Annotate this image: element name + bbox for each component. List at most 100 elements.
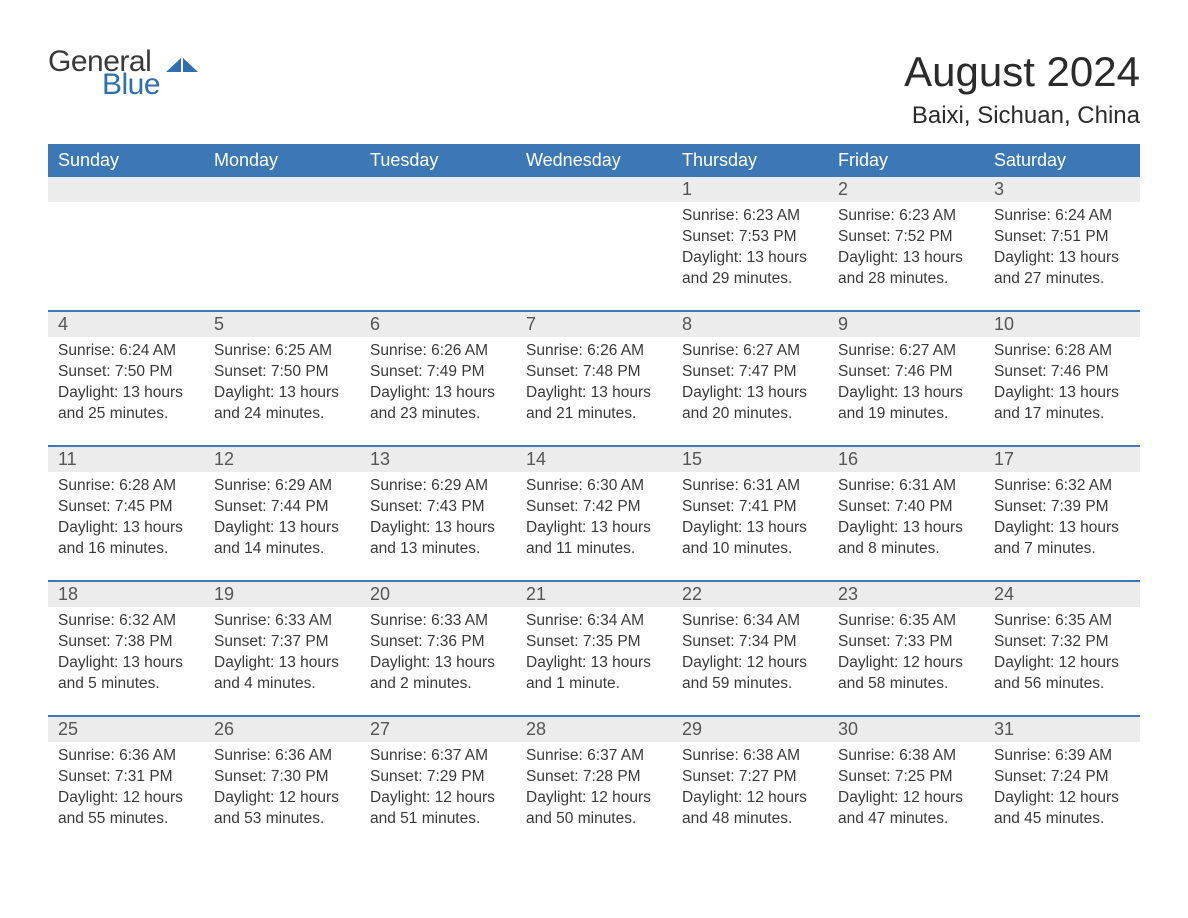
daylight-text: Daylight: 13 hours and 11 minutes.	[526, 518, 662, 560]
day-details: Sunrise: 6:27 AMSunset: 7:46 PMDaylight:…	[828, 337, 984, 445]
daylight-text: Daylight: 13 hours and 14 minutes.	[214, 518, 350, 560]
day-details: Sunrise: 6:37 AMSunset: 7:28 PMDaylight:…	[516, 742, 672, 850]
daylight-text: Daylight: 12 hours and 55 minutes.	[58, 788, 194, 830]
detail-row: Sunrise: 6:23 AMSunset: 7:53 PMDaylight:…	[48, 202, 1140, 310]
daylight-text: Daylight: 13 hours and 4 minutes.	[214, 653, 350, 695]
sunset-text: Sunset: 7:42 PM	[526, 497, 662, 518]
day-details: Sunrise: 6:27 AMSunset: 7:47 PMDaylight:…	[672, 337, 828, 445]
sunrise-text: Sunrise: 6:36 AM	[214, 746, 350, 767]
sunrise-text: Sunrise: 6:38 AM	[838, 746, 974, 767]
day-details: Sunrise: 6:34 AMSunset: 7:35 PMDaylight:…	[516, 607, 672, 715]
sunset-text: Sunset: 7:47 PM	[682, 362, 818, 383]
sunset-text: Sunset: 7:38 PM	[58, 632, 194, 653]
daynum-row: 18192021222324	[48, 580, 1140, 607]
daylight-text: Daylight: 13 hours and 19 minutes.	[838, 383, 974, 425]
sunrise-text: Sunrise: 6:25 AM	[214, 341, 350, 362]
day-number: 7	[516, 312, 672, 337]
day-header-cell: Friday	[828, 144, 984, 177]
day-number: 11	[48, 447, 204, 472]
day-number: 24	[984, 582, 1140, 607]
daylight-text: Daylight: 13 hours and 7 minutes.	[994, 518, 1130, 560]
sunset-text: Sunset: 7:44 PM	[214, 497, 350, 518]
daylight-text: Daylight: 13 hours and 23 minutes.	[370, 383, 506, 425]
daynum-row: 123	[48, 177, 1140, 202]
day-header-cell: Monday	[204, 144, 360, 177]
day-details: Sunrise: 6:32 AMSunset: 7:38 PMDaylight:…	[48, 607, 204, 715]
sunset-text: Sunset: 7:37 PM	[214, 632, 350, 653]
day-number	[360, 177, 516, 202]
sunset-text: Sunset: 7:49 PM	[370, 362, 506, 383]
sunset-text: Sunset: 7:28 PM	[526, 767, 662, 788]
detail-row: Sunrise: 6:28 AMSunset: 7:45 PMDaylight:…	[48, 472, 1140, 580]
day-number: 16	[828, 447, 984, 472]
daylight-text: Daylight: 13 hours and 29 minutes.	[682, 248, 818, 290]
sunset-text: Sunset: 7:41 PM	[682, 497, 818, 518]
sunrise-text: Sunrise: 6:34 AM	[682, 611, 818, 632]
sunrise-text: Sunrise: 6:32 AM	[58, 611, 194, 632]
sunset-text: Sunset: 7:39 PM	[994, 497, 1130, 518]
header: General Blue August 2024 Baixi, Sichuan,…	[48, 48, 1140, 130]
day-details: Sunrise: 6:28 AMSunset: 7:46 PMDaylight:…	[984, 337, 1140, 445]
detail-row: Sunrise: 6:24 AMSunset: 7:50 PMDaylight:…	[48, 337, 1140, 445]
logo-flag-icon	[166, 54, 200, 81]
sunrise-text: Sunrise: 6:37 AM	[370, 746, 506, 767]
day-details: Sunrise: 6:33 AMSunset: 7:36 PMDaylight:…	[360, 607, 516, 715]
sunset-text: Sunset: 7:50 PM	[214, 362, 350, 383]
day-details: Sunrise: 6:33 AMSunset: 7:37 PMDaylight:…	[204, 607, 360, 715]
detail-row: Sunrise: 6:32 AMSunset: 7:38 PM Daylight:…	[48, 607, 1140, 715]
sunset-text: Sunset: 7:46 PM	[838, 362, 974, 383]
day-details	[204, 202, 360, 310]
day-number: 12	[204, 447, 360, 472]
sunrise-text: Sunrise: 6:31 AM	[682, 476, 818, 497]
sunset-text: Sunset: 7:43 PM	[370, 497, 506, 518]
daylight-text: Daylight: 13 hours and 13 minutes.	[370, 518, 506, 560]
daylight-text: Daylight: 12 hours and 48 minutes.	[682, 788, 818, 830]
day-details: Sunrise: 6:35 AMSunset: 7:32 PMDaylight:…	[984, 607, 1140, 715]
sunrise-text: Sunrise: 6:30 AM	[526, 476, 662, 497]
detail-row: Sunrise: 6:36 AMSunset: 7:31 PMDaylight:…	[48, 742, 1140, 850]
day-number: 2	[828, 177, 984, 202]
day-number: 22	[672, 582, 828, 607]
sunrise-text: Sunrise: 6:24 AM	[994, 206, 1130, 227]
day-details: Sunrise: 6:26 AMSunset: 7:49 PMDaylight:…	[360, 337, 516, 445]
day-header-cell: Sunday	[48, 144, 204, 177]
sunrise-text: Sunrise: 6:26 AM	[526, 341, 662, 362]
sunrise-text: Sunrise: 6:29 AM	[214, 476, 350, 497]
day-details: Sunrise: 6:28 AMSunset: 7:45 PMDaylight:…	[48, 472, 204, 580]
day-details: Sunrise: 6:36 AMSunset: 7:31 PMDaylight:…	[48, 742, 204, 850]
day-details: Sunrise: 6:26 AMSunset: 7:48 PMDaylight:…	[516, 337, 672, 445]
day-number: 20	[360, 582, 516, 607]
sunrise-text: Sunrise: 6:27 AM	[682, 341, 818, 362]
day-number: 19	[204, 582, 360, 607]
day-number: 18	[48, 582, 204, 607]
day-details: Sunrise: 6:38 AMSunset: 7:25 PMDaylight:…	[828, 742, 984, 850]
day-number: 6	[360, 312, 516, 337]
daylight-text: Daylight: 12 hours and 50 minutes.	[526, 788, 662, 830]
sunrise-text: Sunrise: 6:26 AM	[370, 341, 506, 362]
daylight-text: Daylight: 13 hours and 27 minutes.	[994, 248, 1130, 290]
daylight-text: Daylight: 13 hours and 8 minutes.	[838, 518, 974, 560]
sunset-text: Sunset: 7:32 PM	[994, 632, 1130, 653]
daylight-text: Daylight: 12 hours and 53 minutes.	[214, 788, 350, 830]
day-details: Sunrise: 6:23 AMSunset: 7:52 PMDaylight:…	[828, 202, 984, 310]
day-number: 17	[984, 447, 1140, 472]
sunrise-text: Sunrise: 6:24 AM	[58, 341, 194, 362]
daylight-text: Daylight: 12 hours and 51 minutes.	[370, 788, 506, 830]
sunset-text: Sunset: 7:50 PM	[58, 362, 194, 383]
day-number: 8	[672, 312, 828, 337]
sunset-text: Sunset: 7:30 PM	[214, 767, 350, 788]
day-header-row: SundayMondayTuesdayWednesdayThursdayFrid…	[48, 144, 1140, 177]
day-details	[516, 202, 672, 310]
daylight-text: Daylight: 13 hours and 2 minutes.	[370, 653, 506, 695]
day-details: Sunrise: 6:35 AMSunset: 7:33 PMDaylight:…	[828, 607, 984, 715]
day-details: Sunrise: 6:24 AMSunset: 7:50 PMDaylight:…	[48, 337, 204, 445]
logo: General Blue	[48, 48, 200, 99]
daylight-text: Daylight: 13 hours and 20 minutes.	[682, 383, 818, 425]
sunrise-text: Sunrise: 6:28 AM	[994, 341, 1130, 362]
daynum-row: 25262728293031	[48, 715, 1140, 742]
sunset-text: Sunset: 7:45 PM	[58, 497, 194, 518]
daynum-row: 45678910	[48, 310, 1140, 337]
day-number: 31	[984, 717, 1140, 742]
day-number: 29	[672, 717, 828, 742]
day-number: 23	[828, 582, 984, 607]
